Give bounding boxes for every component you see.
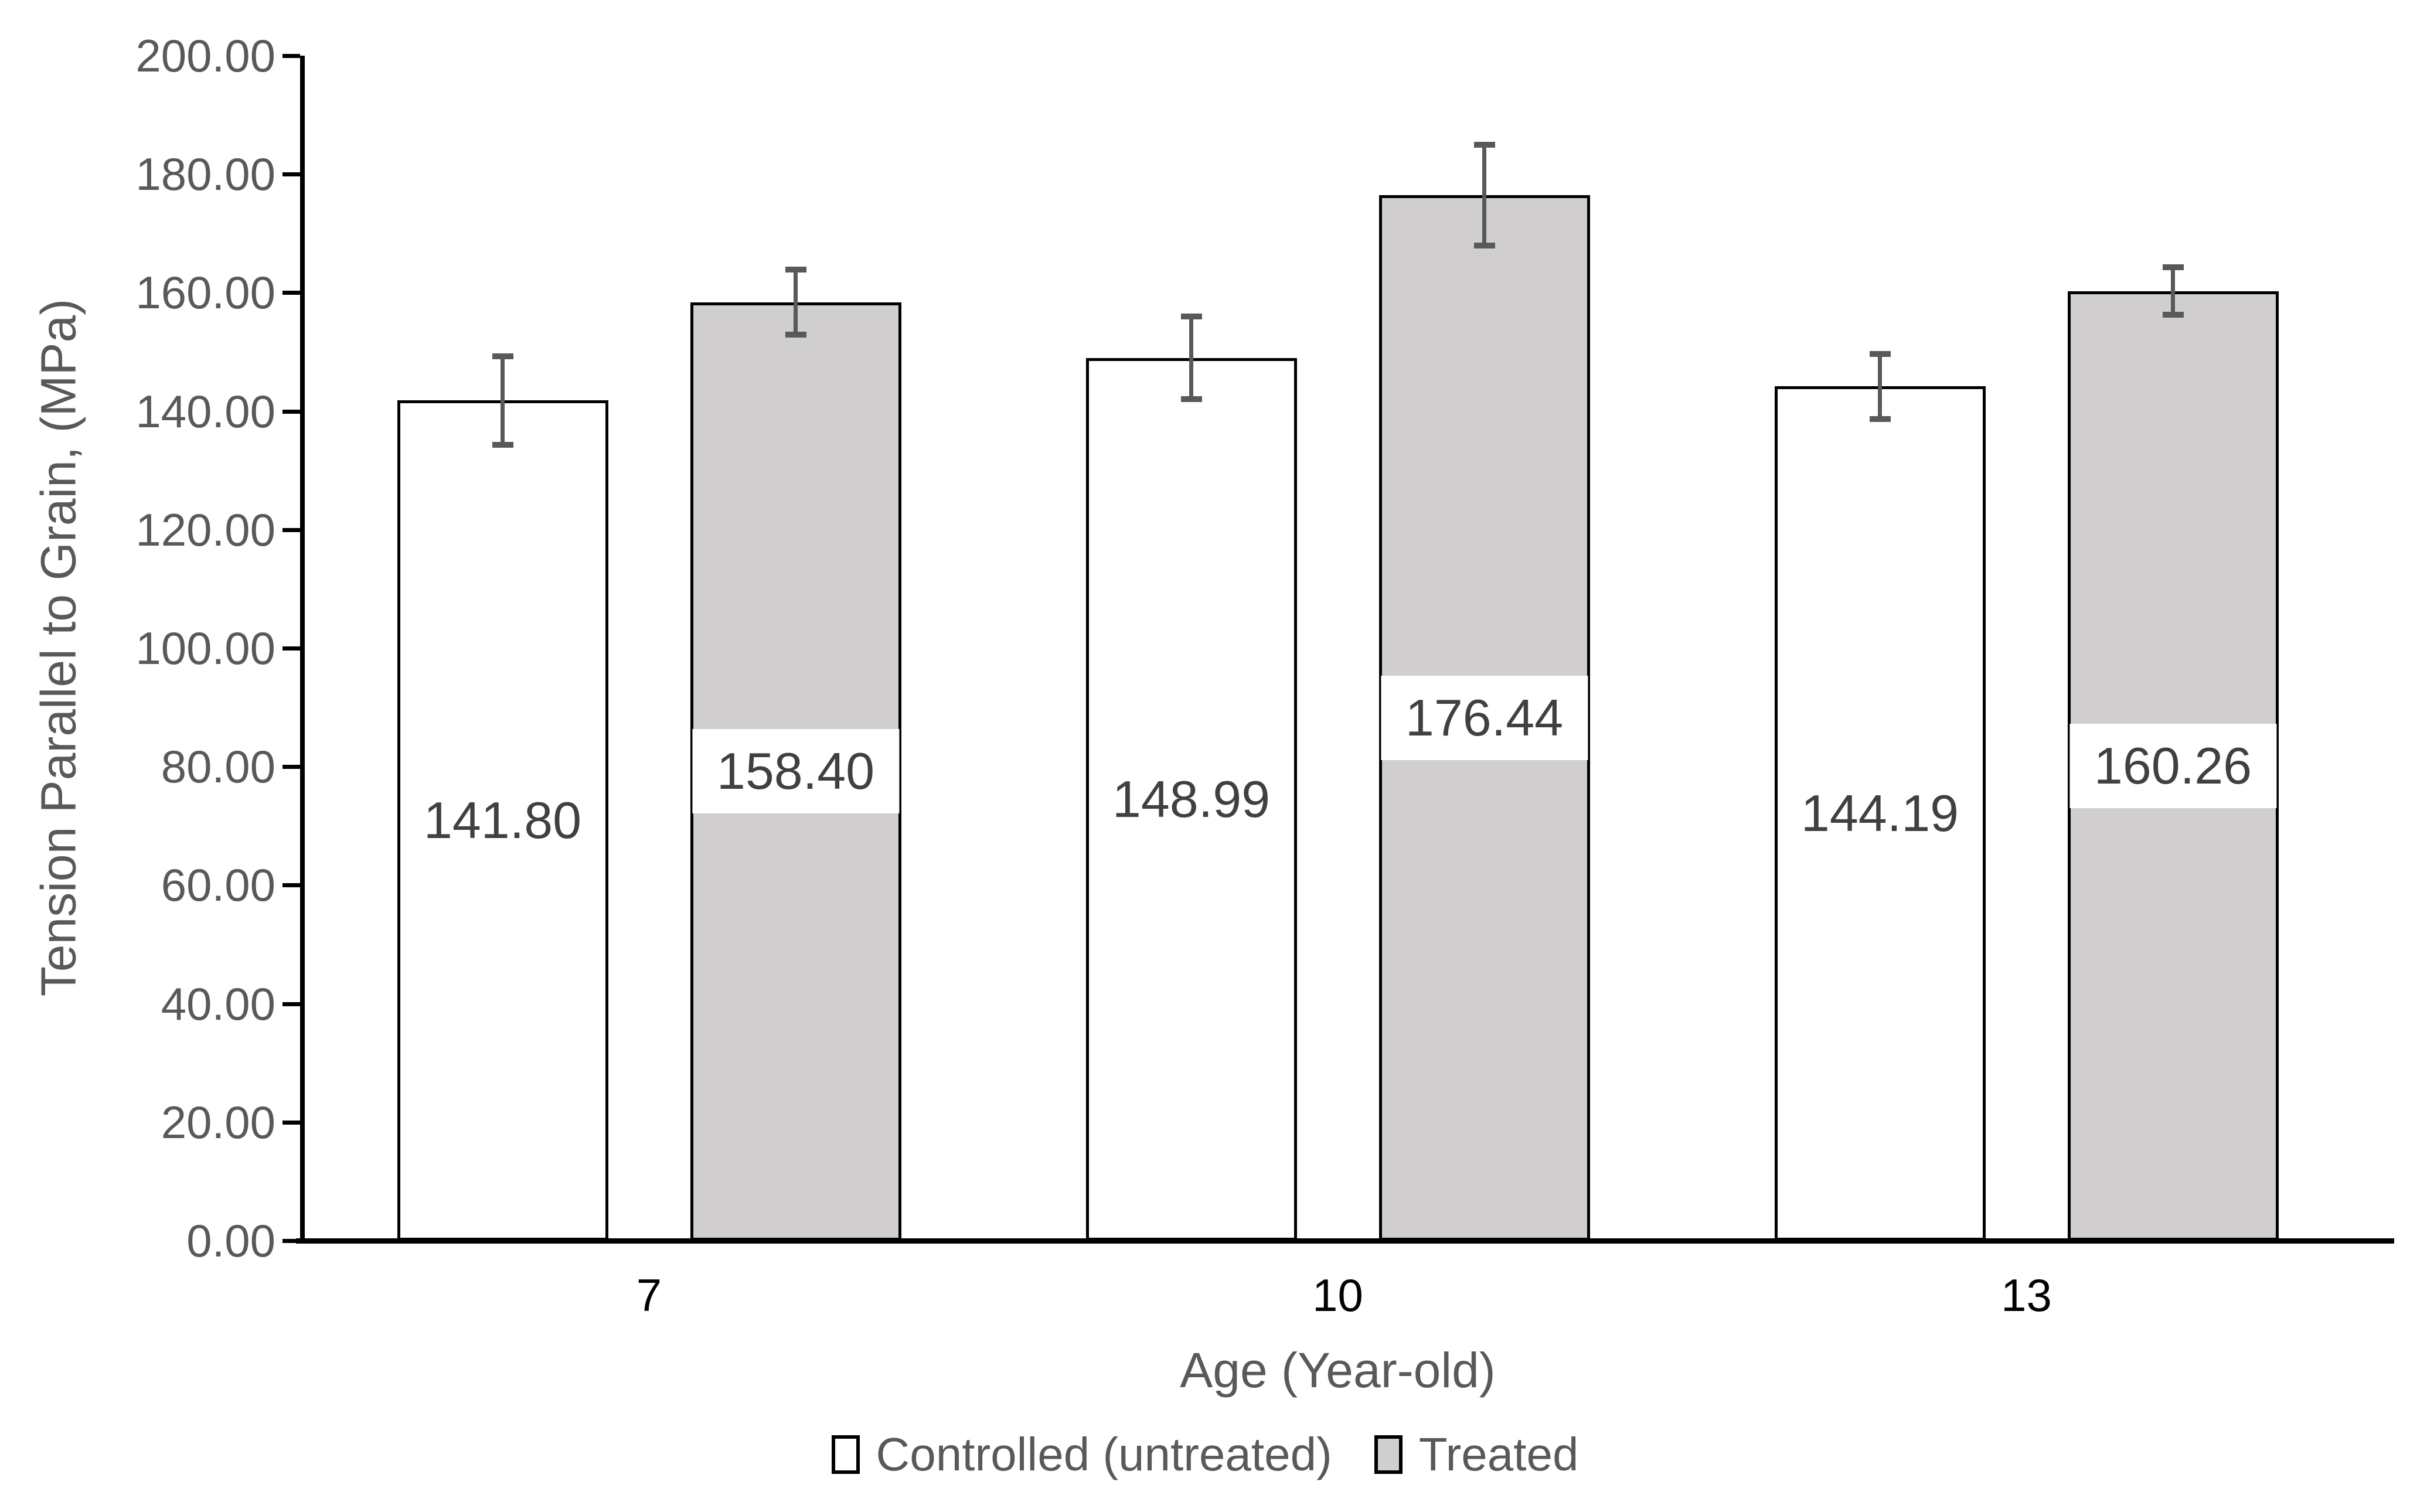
data-label-controlled-13: 144.19 <box>1800 784 1959 843</box>
y-tick-label: 40.00 <box>161 978 275 1030</box>
y-axis-tick <box>282 1120 300 1125</box>
legend-item-treated: Treated <box>1374 1428 1579 1482</box>
legend: Controlled (untreated) Treated <box>0 1428 2410 1482</box>
error-bar-cap-bottom-controlled-7 <box>492 442 513 448</box>
y-axis-tick <box>282 646 300 651</box>
error-bar-cap-bottom-treated-10 <box>1473 243 1495 249</box>
x-category-label-10: 10 <box>1312 1269 1363 1321</box>
x-axis-title: Age (Year-old) <box>1180 1343 1496 1398</box>
y-tick-label: 140.00 <box>135 385 275 437</box>
x-category-label-7: 7 <box>636 1269 662 1321</box>
y-tick-label: 160.00 <box>135 267 275 319</box>
bar-controlled-13 <box>1774 386 1986 1241</box>
error-bar-cap-bottom-treated-7 <box>785 332 806 338</box>
error-bar-cap-bottom-controlled-13 <box>1869 416 1891 422</box>
error-bar-treated-10 <box>1482 145 1486 246</box>
y-axis-tick <box>282 54 300 58</box>
error-bar-treated-13 <box>2171 267 2175 315</box>
bar-controlled-10 <box>1085 357 1297 1241</box>
y-tick-label: 120.00 <box>135 503 275 556</box>
data-label-treated-10: 176.44 <box>1380 676 1588 761</box>
x-axis-line <box>296 1238 2394 1244</box>
data-label-treated-7: 158.40 <box>692 729 900 814</box>
x-category-label-13: 13 <box>2001 1269 2052 1321</box>
legend-label: Treated <box>1418 1428 1579 1480</box>
error-bar-cap-top-controlled-13 <box>1869 350 1891 357</box>
y-tick-label: 180.00 <box>135 148 275 200</box>
legend-item-controlled: Controlled (untreated) <box>831 1428 1332 1482</box>
error-bar-cap-bottom-treated-13 <box>2162 312 2184 318</box>
y-axis-tick <box>282 883 300 888</box>
data-label-controlled-7: 141.80 <box>423 791 582 850</box>
y-axis-tick <box>282 1002 300 1006</box>
y-axis-tick <box>282 172 300 177</box>
y-axis-tick <box>282 527 300 532</box>
y-tick-label: 200.00 <box>135 30 275 81</box>
error-bar-cap-top-controlled-7 <box>492 353 513 359</box>
error-bar-controlled-13 <box>1878 353 1882 419</box>
legend-swatch-icon <box>1374 1435 1403 1474</box>
y-axis-tick <box>282 765 300 769</box>
legend-label: Controlled (untreated) <box>876 1428 1332 1480</box>
bar-controlled-7 <box>397 400 608 1241</box>
error-bar-cap-top-treated-13 <box>2162 264 2184 271</box>
y-axis-tick <box>282 409 300 414</box>
y-tick-label: 100.00 <box>135 622 275 674</box>
error-bar-cap-top-treated-7 <box>785 266 806 273</box>
y-axis-tick <box>282 291 300 295</box>
y-axis-line <box>300 56 305 1244</box>
error-bar-controlled-7 <box>501 356 505 445</box>
y-tick-label: 60.00 <box>161 859 275 911</box>
error-bar-cap-bottom-controlled-10 <box>1180 396 1202 403</box>
data-label-controlled-10: 148.99 <box>1112 769 1271 828</box>
error-bar-treated-7 <box>794 269 798 335</box>
y-tick-label: 20.00 <box>161 1096 275 1148</box>
error-bar-cap-top-treated-10 <box>1473 142 1495 148</box>
legend-swatch-icon <box>831 1435 860 1474</box>
error-bar-controlled-10 <box>1189 316 1193 400</box>
y-tick-label: 0.00 <box>186 1215 275 1266</box>
y-tick-label: 80.00 <box>161 741 275 793</box>
error-bar-cap-top-controlled-10 <box>1180 313 1202 319</box>
data-label-treated-13: 160.26 <box>2069 723 2277 808</box>
y-axis-tick <box>282 1239 300 1243</box>
